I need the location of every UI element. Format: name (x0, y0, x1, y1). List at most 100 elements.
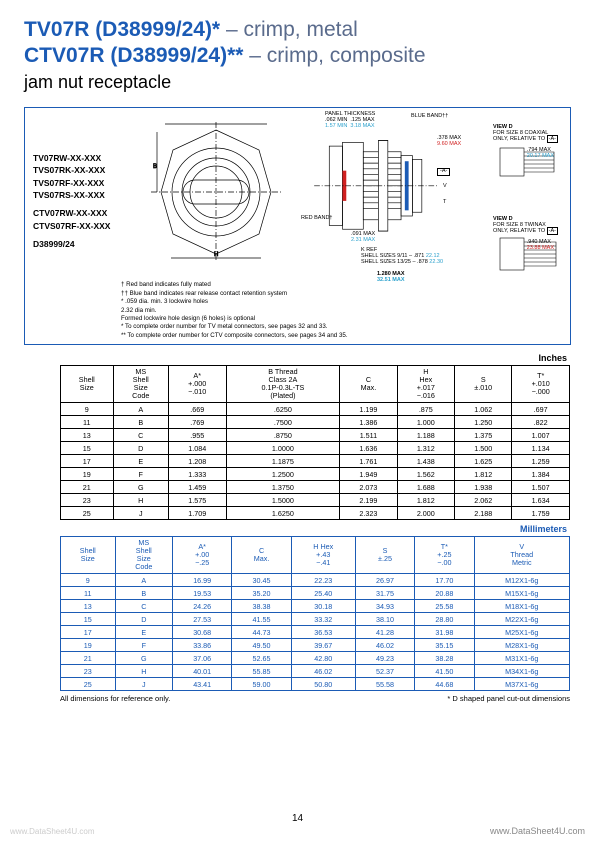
table-cell: G (113, 481, 168, 494)
table-cell: 1.634 (512, 494, 570, 507)
table-cell: 1.575 (168, 494, 226, 507)
table-cell: 1.1875 (226, 455, 340, 468)
col-header: VThreadMetric (474, 537, 569, 574)
svg-text:B: B (153, 164, 157, 170)
table-cell: 9 (61, 403, 114, 416)
table-cell: 33.86 (173, 639, 232, 652)
table-cell: 1.250 (455, 416, 512, 429)
table-cell: 2.062 (455, 494, 512, 507)
table-cell: 44.68 (415, 678, 474, 691)
table-cell: 30.18 (291, 600, 355, 613)
dim-t: T (443, 200, 446, 206)
note-line: †† Blue band indicates rear release cont… (121, 290, 460, 298)
table-cell: 2.199 (340, 494, 397, 507)
col-header: MSShellSizeCode (113, 366, 168, 403)
col-header: CMax. (232, 537, 291, 574)
col-header: S±.25 (355, 537, 414, 574)
label-text: 3.18 MAX (350, 123, 374, 129)
table-cell: 28.80 (415, 613, 474, 626)
table-cell: 27.53 (173, 613, 232, 626)
table-cell: 38.28 (415, 652, 474, 665)
col-header: MSShellSizeCode (115, 537, 172, 574)
table-cell: 55.85 (232, 665, 291, 678)
label-text: 20.17 MAX (527, 153, 554, 159)
table-cell: 25 (61, 507, 114, 520)
table-cell: M31X1-6g (474, 652, 569, 665)
table-cell: 59.00 (232, 678, 291, 691)
table-row: 17E1.2081.18751.7611.4381.6251.259 (61, 455, 570, 468)
table-cell: 25 (61, 678, 116, 691)
table-row: 25J1.7091.62502.3232.0002.1881.759 (61, 507, 570, 520)
svg-text:H: H (214, 252, 218, 258)
dim-940: .940 MAX 23.88 MAX (527, 240, 554, 252)
table-row: 19F33.8649.5039.6746.0235.15M28X1-6g (61, 639, 570, 652)
table-cell: C (115, 600, 172, 613)
note-line: 2.32 dia min. (121, 307, 460, 315)
table-cell: 2.073 (340, 481, 397, 494)
table-cell: 39.67 (291, 639, 355, 652)
table-cell: 26.97 (355, 574, 414, 587)
table-cell: .769 (168, 416, 226, 429)
table-cell: H (115, 665, 172, 678)
coaxial-view (494, 134, 564, 190)
front-view-drawing: B C H 2 PLACES S (151, 122, 281, 262)
table-cell: 2.188 (455, 507, 512, 520)
part-number: D38999/24 (33, 238, 110, 250)
table-cell: 1.384 (512, 468, 570, 481)
table-cell: 2.000 (397, 507, 455, 520)
table-cell: 1.812 (455, 468, 512, 481)
table-cell: 1.6250 (226, 507, 340, 520)
table-cell: 34.93 (355, 600, 414, 613)
table-cell: 1.386 (340, 416, 397, 429)
title-line-1: TV07R (D38999/24)* – crimp, metal (24, 18, 571, 42)
table-cell: 55.58 (355, 678, 414, 691)
dim-378: .378 MAX 9.60 MAX (437, 136, 461, 148)
page-number: 14 (0, 813, 595, 824)
table-cell: 1.938 (455, 481, 512, 494)
label-text: RED BAND† (301, 215, 332, 221)
mm-table: ShellSizeMSShellSizeCodeA*+.00−.25CMax.H… (60, 536, 570, 691)
table-cell: 1.812 (397, 494, 455, 507)
table-cell: .8750 (226, 429, 340, 442)
table-cell: 1.459 (168, 481, 226, 494)
table-cell: 17.70 (415, 574, 474, 587)
table-cell: 1.375 (455, 429, 512, 442)
footer-url: www.DataSheet4U.com (490, 826, 585, 836)
label-text: 23.88 MAX (527, 245, 554, 251)
mm-caption: Millimeters (60, 524, 567, 534)
table-cell: 52.37 (355, 665, 414, 678)
table-cell: 1.761 (340, 455, 397, 468)
table-row: 21G1.4591.37502.0731.6881.9381.507 (61, 481, 570, 494)
table-cell: 22.23 (291, 574, 355, 587)
drawing-notes: † Red band indicates fully mated †† Blue… (121, 281, 460, 340)
table-cell: 1.949 (340, 468, 397, 481)
tables-section: Inches ShellSizeMSShellSizeCodeA*+.000−.… (24, 353, 571, 703)
table-cell: D (113, 442, 168, 455)
table-cell: 23 (61, 665, 116, 678)
footnote-left: All dimensions for reference only. (60, 694, 170, 703)
dim-v: V (443, 184, 447, 190)
table-cell: E (115, 626, 172, 639)
part-number: CTV07RW-XX-XXX (33, 207, 110, 219)
table-row: 11B19.5335.2025.4031.7520.88M15X1-6g (61, 587, 570, 600)
red-band-label: RED BAND† (301, 216, 332, 222)
title-desc-2: – crimp, composite (243, 44, 425, 67)
title-part-code-2: CTV07R (D38999/24)** (24, 44, 243, 67)
svg-text:C: C (214, 122, 219, 123)
table-cell: F (113, 468, 168, 481)
table-cell: .697 (512, 403, 570, 416)
table-cell: 46.02 (291, 665, 355, 678)
table-cell: G (115, 652, 172, 665)
table-cell: 50.80 (291, 678, 355, 691)
col-header: H Hex+.43−.41 (291, 537, 355, 574)
table-cell: 38.10 (355, 613, 414, 626)
table-row: 23H1.5751.50002.1991.8122.0621.634 (61, 494, 570, 507)
part-number: CTVS07RF-XX-XXX (33, 220, 110, 232)
part-number-list: TV07RW-XX-XXX TVS07RK-XX-XXX TVS07RF-XX-… (33, 152, 110, 250)
label-text: 9.60 MAX (437, 141, 461, 147)
table-cell: .6250 (226, 403, 340, 416)
table-row: 15D27.5341.5533.3238.1028.80M22X1-6g (61, 613, 570, 626)
table-cell: 25.58 (415, 600, 474, 613)
note-line: ** To complete order number for CTV comp… (121, 332, 460, 340)
table-cell: 35.15 (415, 639, 474, 652)
